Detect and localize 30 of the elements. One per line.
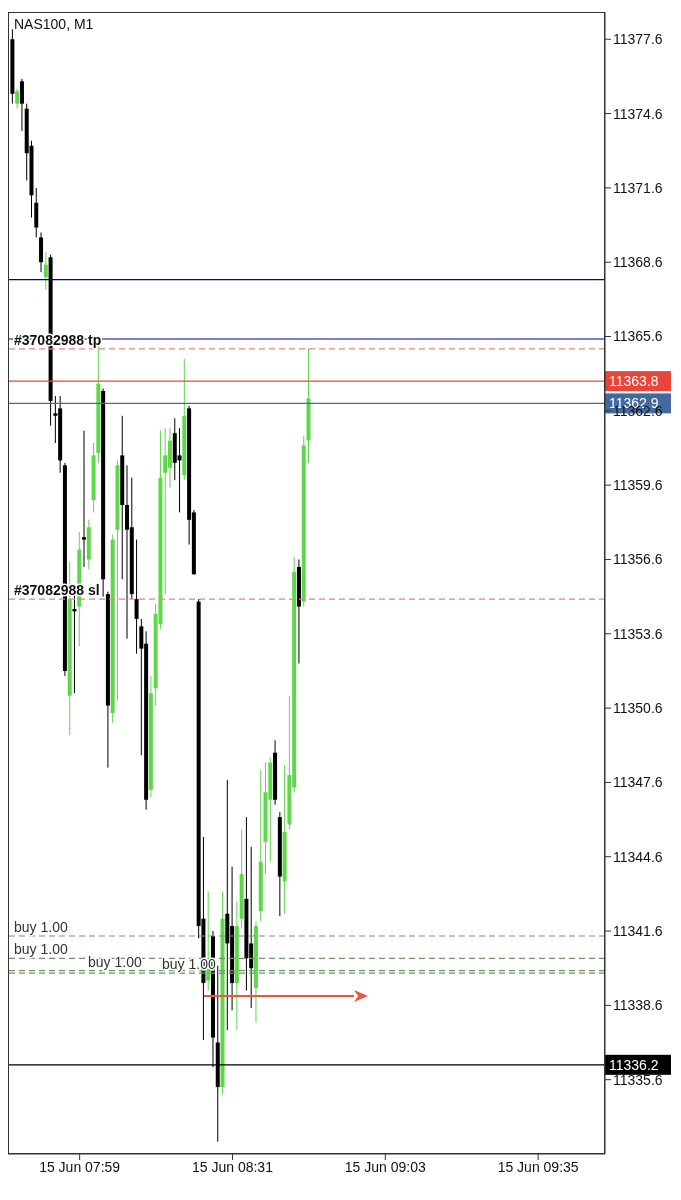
x-tick-label: 15 Jun 09:35 <box>497 1158 579 1175</box>
ref-line-label: buy 1.00 <box>14 919 68 935</box>
candlestick <box>134 539 139 655</box>
candlestick <box>19 78 24 132</box>
y-tick-label: 11350.6 <box>613 700 663 717</box>
y-tick-label: 11341.6 <box>613 923 663 940</box>
y-tick-label: 11374.6 <box>613 105 663 122</box>
y-tick-label: 11344.6 <box>613 848 663 865</box>
y-tick-label: 11365.6 <box>613 328 663 345</box>
y-tick-label: 11377.6 <box>613 31 663 48</box>
candlestick <box>43 251 48 290</box>
y-tick-label: 11371.6 <box>613 179 663 196</box>
ref-line-label: 11363.8 <box>609 373 659 390</box>
candlestick <box>177 427 182 513</box>
ref-line-label: buy 1.00 <box>14 941 68 958</box>
candlestick <box>82 430 87 568</box>
x-tick-label: 15 Jun 07:59 <box>39 1158 121 1175</box>
chart-title: NAS100, M1 <box>14 16 94 32</box>
y-tick-label: 11353.6 <box>613 625 663 642</box>
x-tick-label: 15 Jun 09:03 <box>344 1158 426 1175</box>
y-tick-label: 11356.6 <box>613 551 663 568</box>
y-tick-label: 11335.6 <box>613 1071 663 1088</box>
candlestick <box>163 427 168 595</box>
ref-line-label: 11336.2 <box>609 1056 659 1073</box>
x-tick-label: 15 Jun 08:31 <box>191 1158 274 1175</box>
y-tick-label: 11338.6 <box>613 997 663 1014</box>
y-tick-label: 11368.6 <box>613 254 663 271</box>
y-tick-label: 11347.6 <box>613 774 663 791</box>
candlestick <box>15 88 20 110</box>
y-tick-label: 11359.6 <box>613 477 663 494</box>
